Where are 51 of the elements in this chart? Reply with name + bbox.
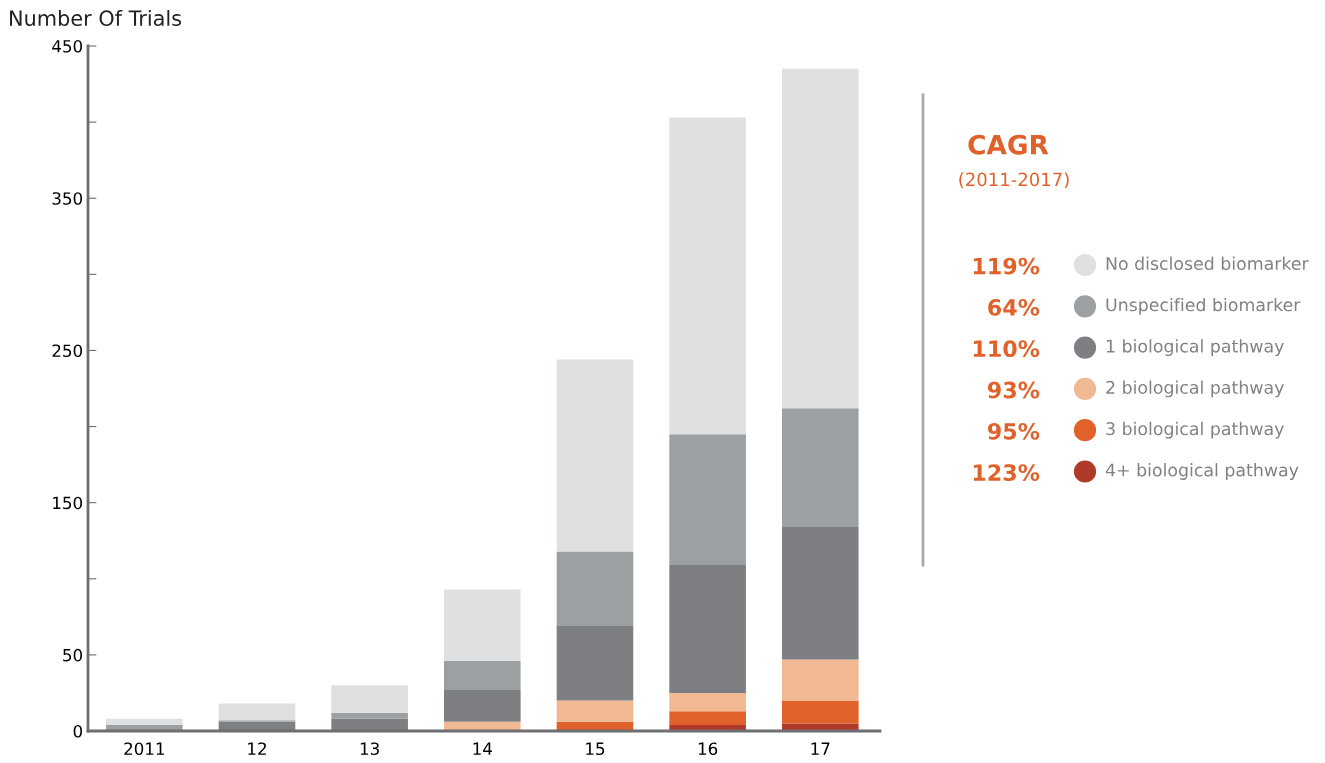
x-tick-label: 13	[360, 742, 379, 756]
bar	[781, 700, 859, 724]
text: 119%	[973, 257, 1040, 275]
legend-label: 4+ biological pathway	[1105, 463, 1299, 480]
bar	[556, 359, 634, 552]
text: 110%	[973, 340, 1040, 358]
legend-label: No disclosed biomarker	[1106, 256, 1309, 271]
x-tick-label: 2011	[124, 742, 164, 756]
legend-label: 1 biological pathway	[1106, 339, 1284, 356]
text: 93%	[987, 381, 1040, 399]
bar	[781, 527, 859, 660]
x-tick-label: 12	[248, 742, 266, 755]
y-tick-label: 150	[53, 496, 83, 510]
bar	[781, 659, 859, 701]
bar	[106, 718, 183, 725]
bar	[556, 625, 634, 701]
text: CAGR	[968, 134, 1049, 155]
bar	[669, 565, 746, 693]
y-tick-label: 450	[52, 39, 83, 53]
bar	[556, 700, 634, 722]
bar	[781, 408, 859, 528]
bar	[218, 703, 296, 721]
text: 123%	[973, 464, 1040, 481]
y-tick-label: 50	[63, 648, 83, 662]
y-tick-label: 250	[52, 344, 83, 358]
legend-label: Unspecified biomarker	[1106, 297, 1301, 315]
legend-label: 3 biological pathway	[1106, 421, 1284, 439]
bar	[781, 723, 859, 731]
legend-label: 2 biological pathway	[1106, 380, 1284, 398]
text: 95%	[987, 422, 1040, 440]
bar	[781, 68, 859, 409]
bar	[669, 692, 746, 712]
bar	[556, 551, 634, 626]
bar	[331, 712, 408, 719]
x-tick-label: 15	[586, 742, 605, 756]
text: (2011-2017)	[959, 172, 1069, 189]
bar	[331, 718, 408, 731]
bar	[444, 689, 521, 722]
bar	[669, 434, 746, 566]
x-tick-label: 17	[811, 742, 830, 755]
y-tick-label: 0	[73, 724, 83, 738]
y-tick-label: 350	[52, 192, 83, 205]
text: 64%	[988, 298, 1040, 316]
bar	[331, 685, 408, 713]
y-axis-title: Number Of Trials	[10, 9, 182, 27]
x-tick-label: 16	[698, 742, 718, 756]
x-tick-label: 14	[473, 742, 492, 755]
bar	[444, 589, 521, 661]
bar	[669, 711, 746, 725]
bar	[669, 117, 746, 435]
bar	[444, 660, 521, 690]
